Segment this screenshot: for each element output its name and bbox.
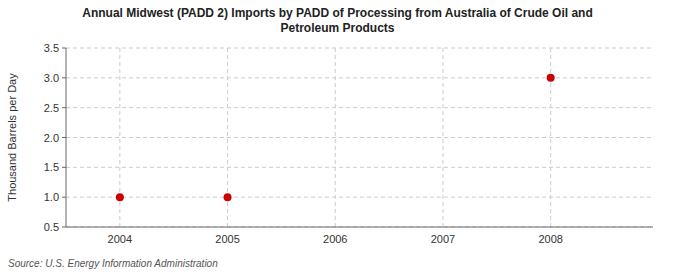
grid	[66, 48, 653, 227]
y-tick	[62, 107, 66, 108]
y-tick	[62, 197, 66, 198]
y-axis-label: Thousand Barrels per Day	[6, 73, 18, 202]
y-tick-label: 0.5	[44, 221, 59, 233]
y-tick-label: 3.0	[44, 72, 59, 84]
y-grid-line	[66, 197, 653, 198]
y-tick	[62, 227, 66, 228]
x-grid-line	[442, 48, 443, 227]
x-tick-label: 2006	[323, 233, 347, 245]
title-line: Petroleum Products	[280, 21, 394, 35]
chart-container: Annual Midwest (PADD 2) Imports by PADD …	[0, 0, 675, 275]
y-axis-line	[66, 48, 67, 227]
data-points	[116, 74, 555, 201]
x-axis-line	[66, 227, 653, 228]
y-tick	[62, 137, 66, 138]
y-grid-line	[66, 227, 653, 228]
x-tick-label: 2005	[215, 233, 239, 245]
x-tick-label: 2004	[108, 233, 132, 245]
y-tick-label: 2.0	[44, 132, 59, 144]
x-tick-label: 2008	[538, 233, 562, 245]
y-grid-line	[66, 77, 653, 78]
x-tick-label: 2007	[431, 233, 455, 245]
y-tick	[62, 77, 66, 78]
y-tick-label: 1.0	[44, 191, 59, 203]
title-line: Annual Midwest (PADD 2) Imports by PADD …	[82, 6, 593, 20]
axes: 0.5 1.0 1.5 2.0 2.5 3.0 3.5 2004 2005 2006 2007 200…	[44, 42, 653, 245]
y-grid-line	[66, 137, 653, 138]
y-grid-line	[66, 107, 653, 108]
title: Annual Midwest (PADD 2) Imports by PADD …	[82, 6, 593, 35]
x-grid-line	[335, 48, 336, 227]
source-note: Source: U.S. Energy Information Administ…	[8, 258, 218, 269]
y-tick	[62, 48, 66, 49]
y-tick-label: 1.5	[44, 161, 59, 173]
scatter-point	[547, 74, 555, 82]
scatter-point	[116, 193, 124, 201]
y-tick-label: 3.5	[44, 42, 59, 54]
background	[0, 0, 675, 275]
y-tick	[62, 167, 66, 168]
y-grid-line	[66, 167, 653, 168]
y-tick-label: 2.5	[44, 102, 59, 114]
scatter-point	[224, 193, 232, 201]
chart-svg: Annual Midwest (PADD 2) Imports by PADD …	[0, 0, 675, 275]
y-grid-line	[66, 48, 653, 49]
